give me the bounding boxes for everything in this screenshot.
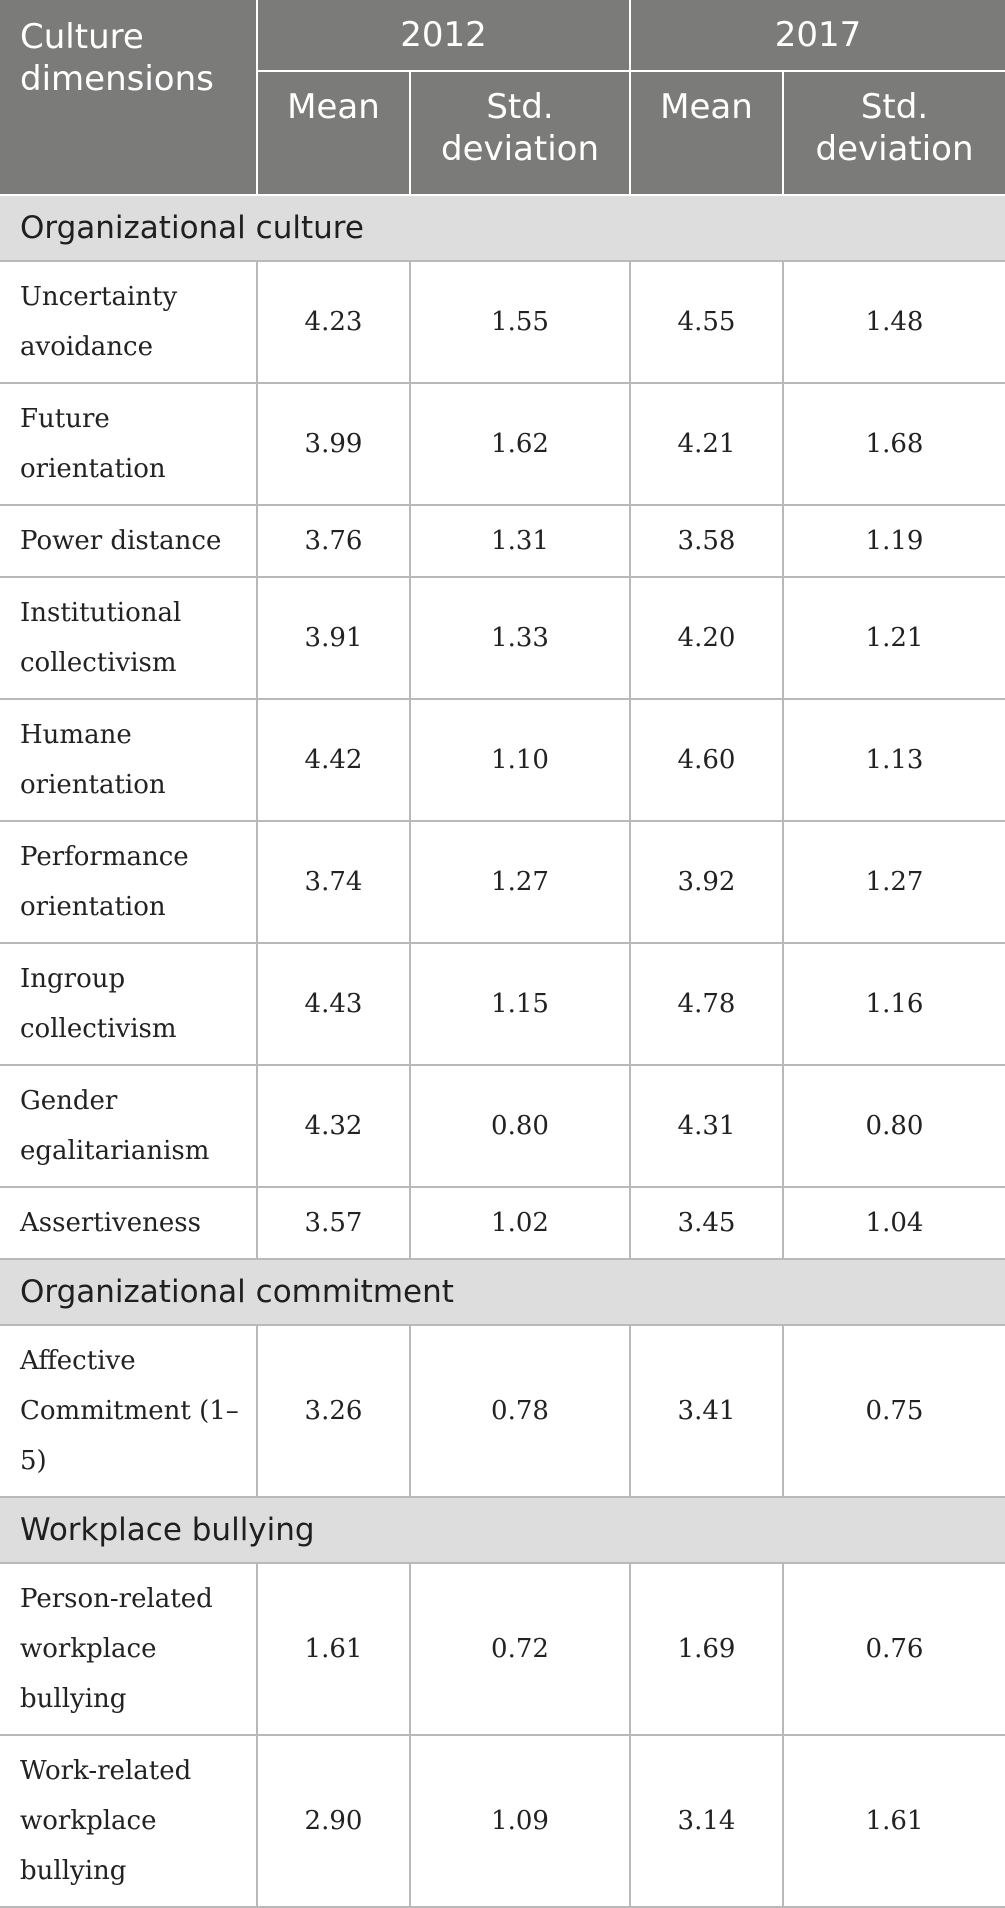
std-2012-cell: 1.62 xyxy=(409,382,631,506)
std-2017-cell: 1.21 xyxy=(782,576,1005,700)
mean-2017-cell: 3.14 xyxy=(629,1734,784,1908)
mean-2017-cell: 4.21 xyxy=(629,382,784,506)
std-2012-cell: 1.27 xyxy=(409,820,631,944)
table-row: Gender egalitarianism 4.32 0.80 4.31 0.80 xyxy=(0,1064,1005,1188)
row-label: Humane orientation xyxy=(0,698,258,822)
std-2017-cell: 1.19 xyxy=(782,504,1005,578)
mean-2012-cell: 2.90 xyxy=(256,1734,411,1908)
row-label: Gender egalitarianism xyxy=(0,1064,258,1188)
header-row-years: Culture dimensions 2012 2017 xyxy=(0,0,1005,196)
mean-2017-cell: 4.60 xyxy=(629,698,784,822)
mean-2012-cell: 4.43 xyxy=(256,942,411,1066)
table-row: Person-related workplace bullying 1.61 0.7… xyxy=(0,1562,1005,1736)
row-label: Ingroup collectivism xyxy=(0,942,258,1066)
header-year-2017: 2017 xyxy=(629,0,1005,72)
table-row: Uncertainty avoidance 4.23 1.55 4.55 1.48 xyxy=(0,260,1005,384)
table-row: Future orientation 3.99 1.62 4.21 1.68 xyxy=(0,382,1005,506)
row-label: Uncertainty avoidance xyxy=(0,260,258,384)
header-mean-2017: Mean xyxy=(629,71,784,196)
std-2017-cell: 1.48 xyxy=(782,260,1005,384)
row-label: Affective Commitment (1–5) xyxy=(0,1324,258,1498)
table-row: Work-related workplace bullying 2.90 1.09 3… xyxy=(0,1734,1005,1908)
table-row: Performance orientation 3.74 1.27 3.92 1.27 xyxy=(0,820,1005,944)
std-2012-cell: 1.02 xyxy=(409,1186,631,1260)
section-header-row: Organizational culture xyxy=(0,194,1005,262)
row-label: Performance orientation xyxy=(0,820,258,944)
mean-2017-cell: 4.78 xyxy=(629,942,784,1066)
mean-2012-cell: 4.32 xyxy=(256,1064,411,1188)
row-label: Person-related workplace bullying xyxy=(0,1562,258,1736)
mean-2017-cell: 4.31 xyxy=(629,1064,784,1188)
std-2012-cell: 1.10 xyxy=(409,698,631,822)
row-label: Work-related workplace bullying xyxy=(0,1734,258,1908)
mean-2017-cell: 4.20 xyxy=(629,576,784,700)
std-2012-cell: 1.55 xyxy=(409,260,631,384)
std-2012-cell: 0.80 xyxy=(409,1064,631,1188)
header-std-2012: Std. deviation xyxy=(409,71,631,196)
mean-2012-cell: 3.26 xyxy=(256,1324,411,1498)
std-2017-cell: 0.75 xyxy=(782,1324,1005,1498)
section-header-row: Workplace bullying xyxy=(0,1496,1005,1564)
mean-2012-cell: 3.91 xyxy=(256,576,411,700)
mean-2017-cell: 3.41 xyxy=(629,1324,784,1498)
table-row: Assertiveness 3.57 1.02 3.45 1.04 xyxy=(0,1186,1005,1260)
std-2012-cell: 1.33 xyxy=(409,576,631,700)
section-title: Workplace bullying xyxy=(0,1496,1005,1564)
std-2017-cell: 1.16 xyxy=(782,942,1005,1066)
row-label: Power distance xyxy=(0,504,258,578)
table-row: Ingroup collectivism 4.43 1.15 4.78 1.16 xyxy=(0,942,1005,1066)
std-2012-cell: 1.09 xyxy=(409,1734,631,1908)
mean-2012-cell: 3.74 xyxy=(256,820,411,944)
table-body: Organizational culture Uncertainty avoida… xyxy=(0,194,1005,1908)
std-2017-cell: 1.27 xyxy=(782,820,1005,944)
mean-2012-cell: 4.23 xyxy=(256,260,411,384)
row-label: Institutional collectivism xyxy=(0,576,258,700)
table-row: Power distance 3.76 1.31 3.58 1.19 xyxy=(0,504,1005,578)
std-2017-cell: 1.61 xyxy=(782,1734,1005,1908)
std-2012-cell: 0.72 xyxy=(409,1562,631,1736)
mean-2012-cell: 3.99 xyxy=(256,382,411,506)
table-row: Institutional collectivism 3.91 1.33 4.20 1.… xyxy=(0,576,1005,700)
std-2017-cell: 0.76 xyxy=(782,1562,1005,1736)
header-year-2012: 2012 xyxy=(256,0,631,72)
table-row: Affective Commitment (1–5) 3.26 0.78 3.41 0.… xyxy=(0,1324,1005,1498)
header-row-stats: Mean Std. deviation Mean Std. deviation xyxy=(0,71,1005,196)
header-culture-dimensions: Culture dimensions xyxy=(0,0,258,196)
header-mean-2012: Mean xyxy=(256,71,411,196)
std-2017-cell: 1.04 xyxy=(782,1186,1005,1260)
table-row: Humane orientation 4.42 1.10 4.60 1.13 xyxy=(0,698,1005,822)
row-label: Assertiveness xyxy=(0,1186,258,1260)
section-title: Organizational commitment xyxy=(0,1258,1005,1326)
header-std-2017: Std. deviation xyxy=(782,71,1005,196)
mean-2017-cell: 1.69 xyxy=(629,1562,784,1736)
mean-2017-cell: 4.55 xyxy=(629,260,784,384)
std-2017-cell: 1.68 xyxy=(782,382,1005,506)
mean-2012-cell: 1.61 xyxy=(256,1562,411,1736)
mean-2012-cell: 3.57 xyxy=(256,1186,411,1260)
mean-2017-cell: 3.58 xyxy=(629,504,784,578)
table-header: Culture dimensions 2012 2017 Mean Std. d… xyxy=(0,0,1005,196)
std-2012-cell: 1.31 xyxy=(409,504,631,578)
std-2017-cell: 0.80 xyxy=(782,1064,1005,1188)
section-header-row: Organizational commitment xyxy=(0,1258,1005,1326)
mean-2012-cell: 4.42 xyxy=(256,698,411,822)
mean-2017-cell: 3.92 xyxy=(629,820,784,944)
std-2012-cell: 1.15 xyxy=(409,942,631,1066)
section-title: Organizational culture xyxy=(0,194,1005,262)
mean-2017-cell: 3.45 xyxy=(629,1186,784,1260)
row-label: Future orientation xyxy=(0,382,258,506)
std-2012-cell: 0.78 xyxy=(409,1324,631,1498)
std-2017-cell: 1.13 xyxy=(782,698,1005,822)
mean-2012-cell: 3.76 xyxy=(256,504,411,578)
